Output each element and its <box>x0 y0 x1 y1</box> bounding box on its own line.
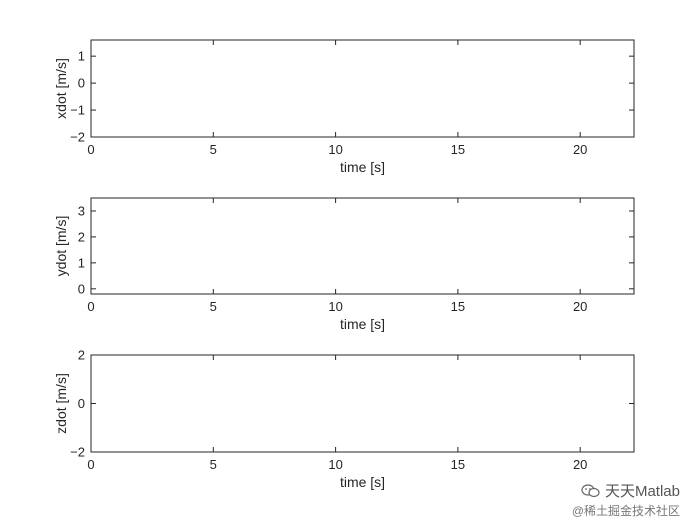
x-tick-label: 5 <box>210 457 217 472</box>
x-tick-label: 20 <box>573 299 587 314</box>
x-tick-label: 20 <box>573 457 587 472</box>
x-tick-label: 10 <box>328 299 342 314</box>
subplot-2: 0 5 10 15 20 0 1 2 3 time [s] ydot [m/s] <box>53 197 635 332</box>
y-tick-label: −2 <box>70 130 85 145</box>
x-axis-label: time [s] <box>340 474 385 490</box>
watermark-brand: 天天Matlab <box>604 483 680 500</box>
y-tick-label: 0 <box>78 396 85 411</box>
x-axis-label: time [s] <box>340 159 385 175</box>
axes-frame <box>90 39 635 138</box>
x-tick-label: 15 <box>451 457 465 472</box>
y-axis-label: zdot [m/s] <box>53 373 69 434</box>
watermark-source: @稀土掘金技术社区 <box>571 504 680 518</box>
y-tick-label: −1 <box>70 103 85 118</box>
x-tick-label: 5 <box>210 142 217 157</box>
y-tick-label: −2 <box>70 445 85 460</box>
x-tick-label: 10 <box>328 142 342 157</box>
x-axis-label: time [s] <box>340 316 385 332</box>
x-tick-label: 10 <box>328 457 342 472</box>
x-tick-label: 15 <box>451 142 465 157</box>
watermark-brand-row: 天天Matlab <box>572 480 680 501</box>
y-tick-label: 0 <box>78 76 85 91</box>
wechat-icon <box>581 483 600 497</box>
y-axis-label: xdot [m/s] <box>53 58 69 119</box>
axes-frame <box>90 354 635 453</box>
axes-frame <box>90 197 635 295</box>
x-tick-label: 5 <box>210 299 217 314</box>
x-tick-label: 20 <box>573 142 587 157</box>
y-axis-label: ydot [m/s] <box>53 216 69 277</box>
y-tick-label: 3 <box>78 203 85 218</box>
y-tick-label: 0 <box>78 281 85 296</box>
watermark: 天天Matlab @稀土掘金技术社区 <box>572 480 680 519</box>
x-tick-label: 15 <box>451 299 465 314</box>
y-tick-label: 1 <box>78 49 85 64</box>
x-tick-label: 0 <box>87 457 94 472</box>
x-tick-label: 0 <box>87 299 94 314</box>
y-tick-label: 1 <box>78 255 85 270</box>
x-tick-label: 0 <box>87 142 94 157</box>
subplot-1: 0 5 10 15 20 −2 −1 0 1 time [s] xdot [m/s] <box>53 39 635 175</box>
y-tick-label: 2 <box>78 348 85 363</box>
y-tick-label: 2 <box>78 229 85 244</box>
